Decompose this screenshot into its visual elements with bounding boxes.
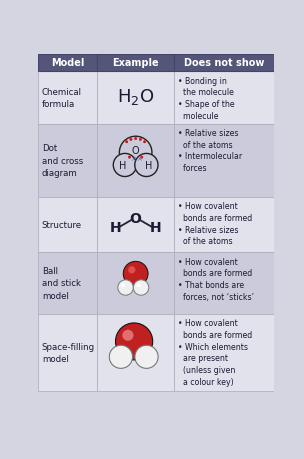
- Text: • How covalent
  bonds are formed
• Which elements
  are present
  (unless given: • How covalent bonds are formed • Which …: [178, 319, 253, 386]
- Text: • Relative sizes
  of the atoms
• Intermolecular
  forces: • Relative sizes of the atoms • Intermol…: [178, 129, 242, 173]
- Circle shape: [139, 139, 142, 141]
- Circle shape: [133, 280, 149, 296]
- Bar: [174, 314, 274, 391]
- Circle shape: [143, 141, 146, 144]
- Circle shape: [121, 284, 125, 287]
- Circle shape: [137, 284, 141, 287]
- Text: • Bonding in
  the molecule
• Shape of the
  molecule: • Bonding in the molecule • Shape of the…: [178, 77, 235, 120]
- Text: H: H: [119, 161, 126, 171]
- Text: Model: Model: [51, 58, 84, 67]
- Circle shape: [119, 137, 152, 169]
- Text: Space-filling
model: Space-filling model: [42, 342, 95, 363]
- Circle shape: [140, 157, 143, 159]
- Bar: [97, 197, 174, 252]
- Bar: [38, 252, 97, 314]
- Bar: [174, 252, 274, 314]
- Text: Ball
and stick
model: Ball and stick model: [42, 267, 81, 300]
- Bar: [97, 314, 174, 391]
- Text: O: O: [132, 146, 140, 156]
- Circle shape: [135, 154, 158, 177]
- Bar: [174, 72, 274, 124]
- Circle shape: [128, 157, 131, 159]
- Bar: [97, 124, 174, 197]
- Text: O: O: [130, 212, 142, 226]
- Text: • How covalent
  bonds are formed
• That bonds are
  forces, not ‘sticks’: • How covalent bonds are formed • That b…: [178, 257, 254, 301]
- Bar: [38, 55, 97, 72]
- Circle shape: [128, 267, 135, 274]
- Circle shape: [109, 346, 133, 369]
- Circle shape: [130, 139, 132, 141]
- Text: H: H: [145, 161, 152, 171]
- Bar: [174, 55, 274, 72]
- Bar: [38, 197, 97, 252]
- Text: Structure: Structure: [42, 220, 82, 230]
- Text: ×: ×: [136, 157, 142, 162]
- Bar: [38, 124, 97, 197]
- Bar: [97, 252, 174, 314]
- Text: H: H: [110, 221, 121, 235]
- Circle shape: [134, 138, 137, 140]
- Bar: [97, 55, 174, 72]
- Text: ×: ×: [130, 157, 136, 162]
- Bar: [174, 124, 274, 197]
- Circle shape: [135, 346, 158, 369]
- Text: Example: Example: [112, 58, 159, 67]
- Bar: [174, 197, 274, 252]
- Bar: [38, 314, 97, 391]
- Bar: [38, 72, 97, 124]
- Circle shape: [123, 330, 133, 341]
- Text: • How covalent
  bonds are formed
• Relative sizes
  of the atoms: • How covalent bonds are formed • Relati…: [178, 202, 253, 246]
- Circle shape: [123, 262, 148, 286]
- Text: Dot
and cross
diagram: Dot and cross diagram: [42, 144, 83, 177]
- Circle shape: [126, 141, 128, 144]
- Text: H$_2$O: H$_2$O: [117, 87, 154, 106]
- Text: H: H: [150, 221, 162, 235]
- Circle shape: [118, 280, 133, 296]
- Circle shape: [113, 154, 136, 177]
- Text: Chemical
formula: Chemical formula: [42, 88, 82, 109]
- Circle shape: [116, 323, 153, 360]
- Text: Does not show: Does not show: [184, 58, 264, 67]
- Bar: [97, 72, 174, 124]
